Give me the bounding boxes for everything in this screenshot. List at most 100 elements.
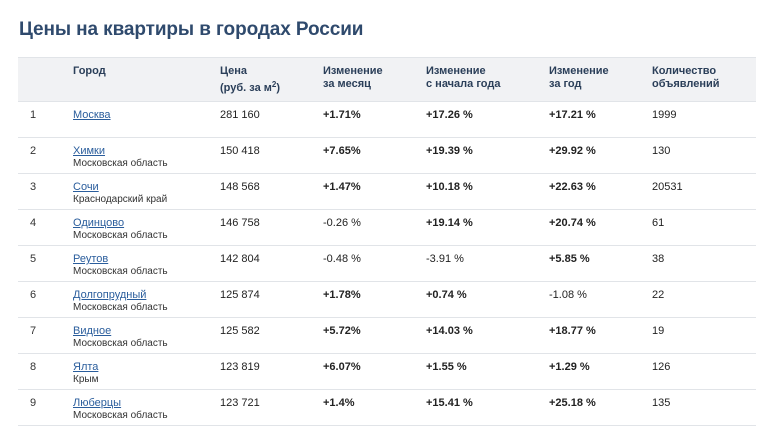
year-change-cell: +5.85 %: [541, 245, 644, 282]
row-number: 7: [18, 317, 65, 354]
listing-count-cell: 130: [644, 137, 756, 174]
city-cell: Долгопрудный Московская область: [65, 281, 212, 318]
table-row: 1 Москва 281 160 +1.71% +17.26 % +17.21 % 1999: [18, 101, 756, 138]
year-change-cell: +29.92 %: [541, 137, 644, 174]
price-cell: 123 819: [212, 353, 315, 390]
row-number: 4: [18, 209, 65, 246]
city-link[interactable]: Химки: [73, 145, 106, 157]
empty-cell: [644, 425, 756, 438]
city-region: Краснодарский край: [73, 194, 168, 205]
column-header-month-line1: Изменение: [323, 65, 383, 77]
empty-cell: [65, 425, 212, 438]
table-row: 4 Одинцово Московская область 146 758 -0.26 …: [18, 209, 756, 246]
empty-cell: [18, 425, 65, 438]
column-header-price: Цена (руб. за м2): [212, 57, 315, 102]
ytd-change-cell: +14.03 %: [418, 317, 541, 354]
price-cell: 125 874: [212, 281, 315, 318]
city-link[interactable]: Одинцово: [73, 217, 125, 229]
empty-cell: [541, 425, 644, 438]
month-change-cell: -0.48 %: [315, 245, 418, 282]
row-number: 2: [18, 137, 65, 174]
empty-cell: [212, 425, 315, 438]
column-header-ytd-line1: Изменение: [426, 65, 486, 77]
column-header-year-change: Изменение за год: [541, 57, 644, 102]
price-cell: 281 160: [212, 101, 315, 138]
column-header-city: Город: [65, 57, 212, 102]
column-header-listing-count: Количество объявлений: [644, 57, 756, 102]
city-cell: Сочи Краснодарский край: [65, 173, 212, 210]
table-row: 9 Люберцы Московская область 123 721 +1.4% +1…: [18, 389, 756, 426]
listing-count-cell: 126: [644, 353, 756, 390]
price-unit-text: (руб. за м: [220, 82, 272, 94]
empty-cell: [418, 425, 541, 438]
year-change-cell: +18.77 %: [541, 317, 644, 354]
city-cell: Видное Московская область: [65, 317, 212, 354]
column-header-num: [18, 57, 65, 102]
city-region: Московская область: [73, 230, 168, 241]
city-link[interactable]: Люберцы: [73, 397, 122, 409]
month-change-cell: +1.71%: [315, 101, 418, 138]
column-header-price-line2: (руб. за м2): [220, 78, 307, 95]
listing-count-cell: 135: [644, 389, 756, 426]
ytd-change-cell: +19.39 %: [418, 137, 541, 174]
table-body: 1 Москва 281 160 +1.71% +17.26 % +17.21 % 1999…: [18, 101, 756, 438]
column-header-ytd-change: Изменение с начала года: [418, 57, 541, 102]
city-region: Московская область: [73, 302, 168, 313]
city-cell: Москва: [65, 101, 212, 138]
month-change-cell: +1.47%: [315, 173, 418, 210]
city-link[interactable]: Видное: [73, 325, 112, 337]
price-cell: 150 418: [212, 137, 315, 174]
column-header-ytd-line2: с начала года: [426, 78, 501, 90]
city-cell: Люберцы Московская область: [65, 389, 212, 426]
price-cell: 146 758: [212, 209, 315, 246]
city-link[interactable]: Ялта: [73, 361, 99, 373]
column-header-month-line2: за месяц: [323, 78, 371, 90]
city-region: Крым: [73, 374, 99, 385]
price-cell: 123 721: [212, 389, 315, 426]
city-link[interactable]: Долгопрудный: [73, 289, 147, 301]
ytd-change-cell: -3.91 %: [418, 245, 541, 282]
ytd-change-cell: +19.14 %: [418, 209, 541, 246]
table-row: 5 Реутов Московская область 142 804 -0.48 % -…: [18, 245, 756, 282]
month-change-cell: -0.26 %: [315, 209, 418, 246]
year-change-cell: +22.63 %: [541, 173, 644, 210]
table-row: 2 Химки Московская область 150 418 +7.65% +19…: [18, 137, 756, 174]
table-row: 6 Долгопрудный Московская область 125 874 +1…: [18, 281, 756, 318]
row-number: 6: [18, 281, 65, 318]
city-link[interactable]: Москва: [73, 109, 111, 121]
city-cell: Реутов Московская область: [65, 245, 212, 282]
column-header-city-label: Город: [73, 65, 106, 77]
city-link[interactable]: Сочи: [73, 181, 99, 193]
ytd-change-cell: +1.55 %: [418, 353, 541, 390]
city-link[interactable]: Реутов: [73, 253, 109, 265]
column-header-count-line2: объявлений: [652, 78, 720, 90]
empty-cell: [315, 425, 418, 438]
month-change-cell: +5.72%: [315, 317, 418, 354]
listing-count-cell: 19: [644, 317, 756, 354]
year-change-cell: +25.18 %: [541, 389, 644, 426]
year-change-cell: -1.08 %: [541, 281, 644, 318]
column-header-year-line2: за год: [549, 78, 582, 90]
city-price-table: Город Цена (руб. за м2) Изменение за мес…: [18, 57, 756, 438]
price-cell: 142 804: [212, 245, 315, 282]
city-region: Московская область: [73, 266, 168, 277]
city-region: Московская область: [73, 338, 168, 349]
month-change-cell: +7.65%: [315, 137, 418, 174]
city-cell: Одинцово Московская область: [65, 209, 212, 246]
row-number: 5: [18, 245, 65, 282]
month-change-cell: +1.4%: [315, 389, 418, 426]
city-cell: Ялта Крым: [65, 353, 212, 390]
table-row: 8 Ялта Крым 123 819 +6.07% +1.55 % +1.29 % 126: [18, 353, 756, 390]
year-change-cell: +17.21 %: [541, 101, 644, 138]
table-row: 3 Сочи Краснодарский край 148 568 +1.47% +10.…: [18, 173, 756, 210]
ytd-change-cell: +10.18 %: [418, 173, 541, 210]
column-header-year-line1: Изменение: [549, 65, 609, 77]
column-header-count-line1: Количество: [652, 65, 717, 77]
row-number: 8: [18, 353, 65, 390]
table-header-row: Город Цена (руб. за м2) Изменение за мес…: [18, 57, 756, 102]
ytd-change-cell: +17.26 %: [418, 101, 541, 138]
price-unit-superscript: 2: [271, 80, 277, 89]
listing-count-cell: 22: [644, 281, 756, 318]
month-change-cell: +1.78%: [315, 281, 418, 318]
listing-count-cell: 1999: [644, 101, 756, 138]
